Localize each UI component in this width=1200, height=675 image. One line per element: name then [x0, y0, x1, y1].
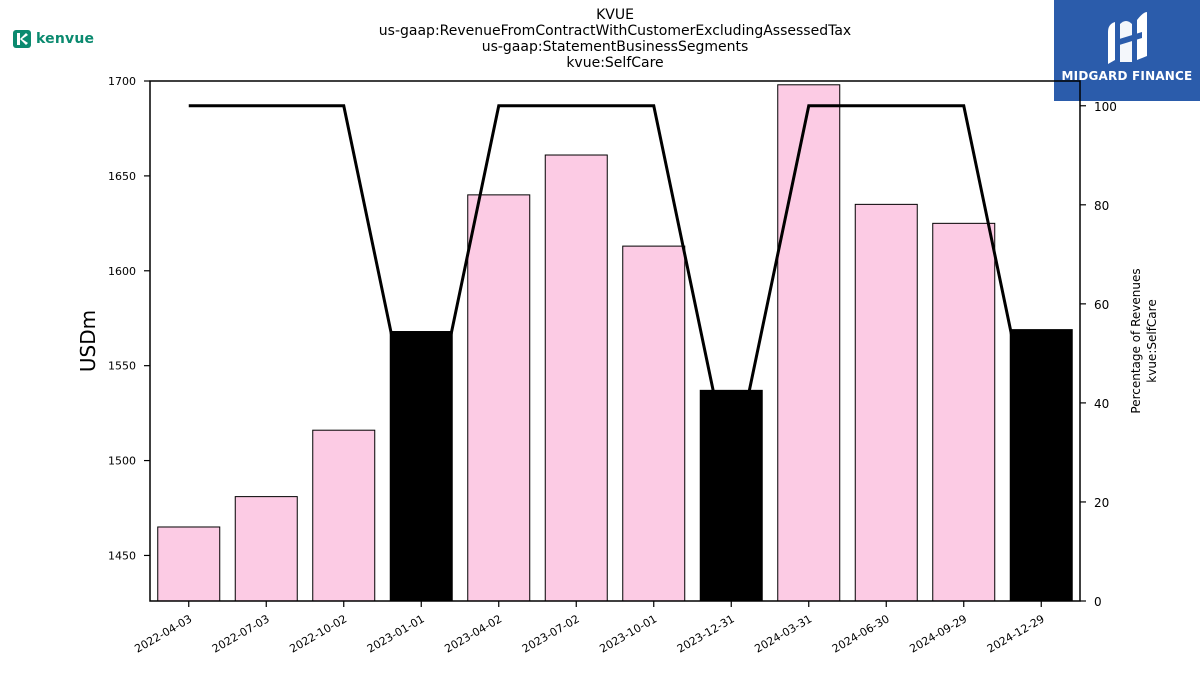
bar-2024-06-30 [854, 203, 918, 602]
y-axis-label: USDm [76, 310, 100, 372]
left-tick-label: 1600 [108, 265, 136, 278]
left-axis-ticks: 1450 1500 1550 1600 1650 1700 [108, 75, 150, 562]
chart-title-line-1: KVUE [596, 7, 634, 23]
left-tick-label: 1700 [108, 75, 136, 88]
bar-2022-07-03 [234, 496, 298, 602]
x-tick-label: 2023-01-01 [365, 612, 427, 655]
x-tick-label: 2024-09-29 [907, 612, 969, 655]
secondary-y-axis-label-line-1: Percentage of Revenues [1129, 268, 1143, 413]
axes-group [149, 80, 1081, 602]
left-tick-label: 1500 [108, 455, 136, 468]
bar-2024-09-29 [932, 222, 996, 602]
kenvue-logo-text: kenvue [36, 31, 95, 47]
right-tick-label: 100 [1094, 100, 1117, 114]
left-tick-label: 1550 [108, 360, 136, 373]
chart-title-line-2: us-gaap:RevenueFromContractWithCustomerE… [378, 23, 852, 39]
x-tick-label: 2022-10-02 [287, 612, 349, 655]
secondary-y-axis-label-line-2: kvue:SelfCare [1145, 299, 1159, 382]
midgard-finance-logo: MIDGARD FINANCE [1054, 0, 1200, 101]
right-axis-ticks: 0 20 40 60 80 100 [1080, 100, 1117, 609]
midgard-m-icon [1108, 12, 1147, 64]
right-tick-label: 40 [1094, 397, 1109, 411]
bars-group [157, 84, 1073, 602]
x-tick-label: 2023-04-02 [442, 612, 504, 655]
bar-2023-12-31 [699, 389, 763, 602]
x-tick-label: 2024-12-29 [985, 612, 1047, 655]
left-tick-label: 1450 [108, 549, 136, 562]
kenvue-logo: kenvue [12, 28, 94, 50]
bar-2023-07-02 [544, 154, 608, 602]
percentage-line-group [188, 104, 1043, 478]
bar-2023-04-02 [467, 194, 531, 602]
bar-2022-10-02 [312, 429, 376, 602]
x-tick-label: 2024-03-31 [752, 612, 814, 655]
right-tick-label: 0 [1094, 595, 1102, 609]
right-tick-label: 20 [1094, 496, 1109, 510]
percentage-line [188, 104, 1043, 478]
right-tick-label: 80 [1094, 199, 1109, 213]
bar-2022-04-03 [157, 526, 221, 602]
x-tick-label: 2024-06-30 [830, 612, 892, 655]
x-tick-label: 2022-07-03 [210, 612, 272, 655]
x-tick-label: 2023-12-31 [675, 612, 737, 655]
x-tick-label: 2022-04-03 [132, 612, 194, 655]
chart-title-line-3: us-gaap:StatementBusinessSegments [481, 39, 749, 55]
midgard-logo-text: MIDGARD FINANCE [1061, 69, 1193, 83]
chart-title-line-4: kvue:SelfCare [566, 55, 664, 71]
left-tick-label: 1650 [108, 170, 136, 183]
bar-2023-10-01 [622, 245, 686, 602]
right-tick-label: 60 [1094, 298, 1109, 312]
x-tick-label: 2023-07-02 [520, 612, 582, 655]
x-axis-ticks: 2022-04-03 2022-07-03 2022-10-02 2023-01-01… [132, 601, 1047, 656]
bar-2024-03-31 [777, 84, 841, 602]
plot-frame [149, 80, 1081, 602]
x-tick-label: 2023-10-01 [597, 612, 659, 655]
kenvue-k-icon [13, 30, 31, 48]
chart-title-block: KVUE us-gaap:RevenueFromContractWithCust… [0, 7, 1200, 71]
